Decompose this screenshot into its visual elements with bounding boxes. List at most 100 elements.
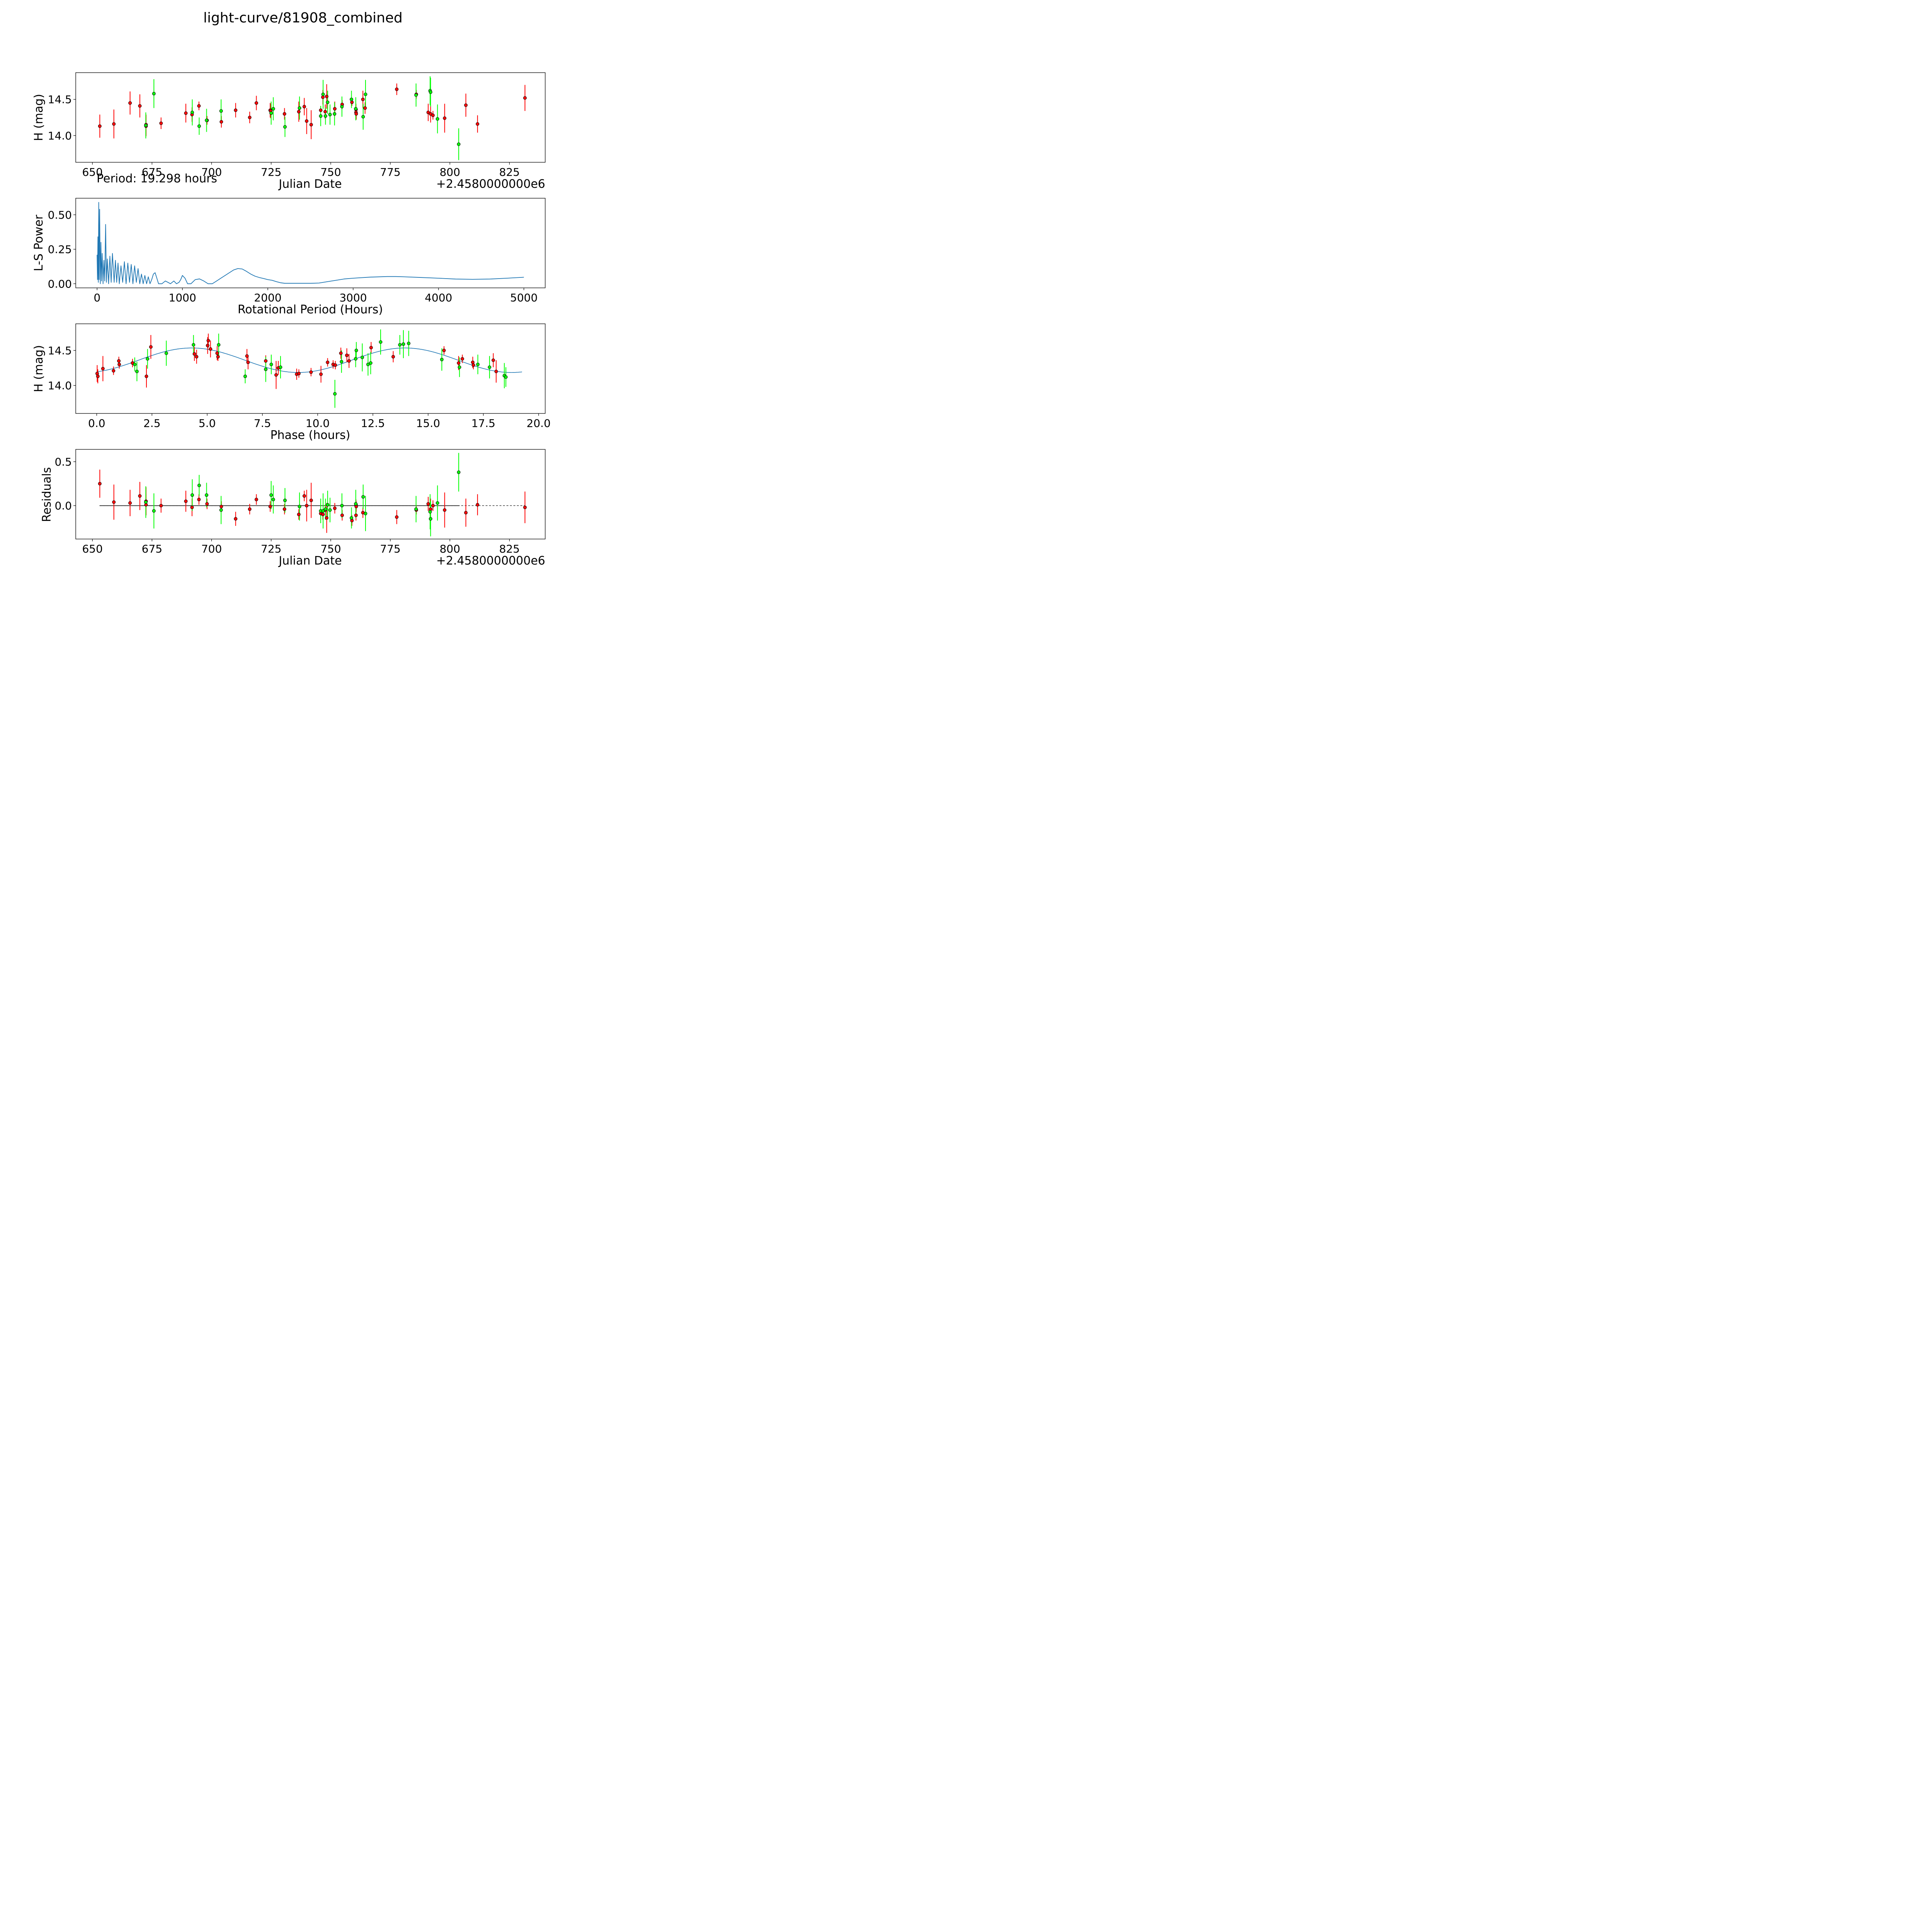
lc-point-green xyxy=(190,111,194,114)
phase-point-red xyxy=(339,351,343,355)
phase-x-tick-label: 7.5 xyxy=(254,417,271,430)
phase-point-green xyxy=(488,365,492,369)
resid-point-red xyxy=(297,512,301,516)
resid-point-red xyxy=(309,498,313,502)
resid-x-tick-label: 800 xyxy=(440,543,460,555)
phase-x-tick-label: 0.0 xyxy=(88,417,105,430)
figure: light-curve/81908_combined H (mag) Julia… xyxy=(32,10,551,568)
lc-point-green xyxy=(364,92,367,96)
resid-point-green xyxy=(328,508,332,512)
phase-y-tick-label: 14.0 xyxy=(48,379,72,392)
resid-x-tick-label: 650 xyxy=(82,543,102,555)
ls-xlabel: Rotational Period (Hours) xyxy=(238,303,383,316)
resid-x-tick-label: 750 xyxy=(320,543,341,555)
resid-x-tick-label: 700 xyxy=(201,543,222,555)
phase-point-red xyxy=(494,369,498,373)
lc-point-green xyxy=(271,107,275,111)
period-annotation: Period: 19.298 hours xyxy=(97,172,217,185)
phase-point-green xyxy=(133,362,137,366)
resid-xlabel: Julian Date xyxy=(278,554,342,568)
lc-point-red xyxy=(323,110,327,114)
phase-x-tick-label: 17.5 xyxy=(471,417,495,430)
phase-point-green xyxy=(407,342,411,345)
phase-point-red xyxy=(347,359,351,363)
lc-xlabel: Julian Date xyxy=(278,177,342,191)
resid-point-red xyxy=(205,502,209,506)
resid-ylabel: Residuals xyxy=(40,467,54,522)
lc-x-tick-label: 825 xyxy=(499,166,520,179)
lc-point-red xyxy=(523,96,527,100)
lc-point-red xyxy=(282,112,286,116)
lc-point-red xyxy=(354,112,358,116)
phase-point-green xyxy=(369,361,372,365)
phase-ylabel: H (mag) xyxy=(32,345,46,392)
ls-axes-frame xyxy=(75,198,546,288)
phase-point-red xyxy=(471,361,474,364)
resid-point-green xyxy=(350,516,354,520)
resid-point-red xyxy=(282,507,286,511)
lc-point-green xyxy=(354,107,358,111)
phase-point-red xyxy=(333,363,337,367)
phase-x-tick-label: 15.0 xyxy=(416,417,440,430)
phase-y-tick-label: 14.5 xyxy=(48,344,72,357)
resid-point-red xyxy=(325,516,328,520)
resid-point-red xyxy=(138,494,142,498)
resid-point-red xyxy=(254,498,258,502)
resid-point-green xyxy=(429,517,432,521)
lc-point-green xyxy=(205,118,209,122)
resid-point-red xyxy=(321,512,325,516)
resid-point-red xyxy=(248,507,252,511)
resid-x-tick-label: 825 xyxy=(499,543,520,555)
lc-point-red xyxy=(363,106,367,110)
phase-point-red xyxy=(117,359,121,363)
resid-point-red xyxy=(476,503,480,507)
lc-point-red xyxy=(197,104,201,108)
lc-point-red xyxy=(350,100,354,104)
phase-point-red xyxy=(96,374,100,378)
phase-x-tick-label: 2.5 xyxy=(143,417,161,430)
lc-point-red xyxy=(305,119,309,123)
lc-point-green xyxy=(435,117,439,121)
lc-point-green xyxy=(197,124,201,128)
phase-point-red xyxy=(101,367,105,371)
resid-point-green xyxy=(457,470,461,474)
resid-point-green xyxy=(144,500,148,504)
lc-point-green xyxy=(340,105,344,109)
lc-point-green xyxy=(152,92,156,95)
lc-point-red xyxy=(254,101,258,105)
phase-point-red xyxy=(145,374,148,378)
phase-point-green xyxy=(398,343,402,347)
phase-point-green xyxy=(379,340,383,344)
lc-point-red xyxy=(184,111,188,115)
phase-x-tick-label: 5.0 xyxy=(199,417,216,430)
resid-point-green xyxy=(428,510,432,514)
phase-point-green xyxy=(146,357,150,361)
resid-point-red xyxy=(268,505,272,509)
ls-x-tick-label: 0 xyxy=(94,291,100,304)
lc-point-red xyxy=(333,107,337,111)
phase-point-green xyxy=(361,355,364,359)
resid-point-green xyxy=(152,509,156,513)
resid-point-green xyxy=(435,501,439,505)
resid-point-red xyxy=(431,504,435,508)
phase-point-green xyxy=(243,374,247,378)
resid-point-green xyxy=(340,504,344,508)
lc-x-tick-label: 800 xyxy=(440,166,460,179)
lc-point-red xyxy=(234,108,238,112)
resid-point-red xyxy=(523,505,527,509)
resid-point-red xyxy=(112,500,116,504)
ls-y-tick-label: 0.25 xyxy=(48,243,72,256)
resid-point-red xyxy=(443,508,447,512)
panel-lomb-scargle: L-S Power Rotational Period (Hours) 0 100… xyxy=(32,198,546,316)
ls-ylabel: L-S Power xyxy=(32,214,46,271)
ls-x-tick-label: 3000 xyxy=(339,291,367,304)
lc-point-green xyxy=(326,100,330,104)
phase-point-green xyxy=(354,357,357,361)
lc-ylabel: H (mag) xyxy=(32,94,46,141)
phase-point-red xyxy=(112,369,116,372)
panel-phase-folded: H (mag) Phase (hours) 0.0 2.5 5.0 7.5 10.0 12… xyxy=(32,323,551,442)
phase-point-green xyxy=(366,362,370,366)
phase-point-red xyxy=(319,372,323,376)
resid-point-green xyxy=(269,493,273,497)
lc-point-green xyxy=(283,125,287,129)
